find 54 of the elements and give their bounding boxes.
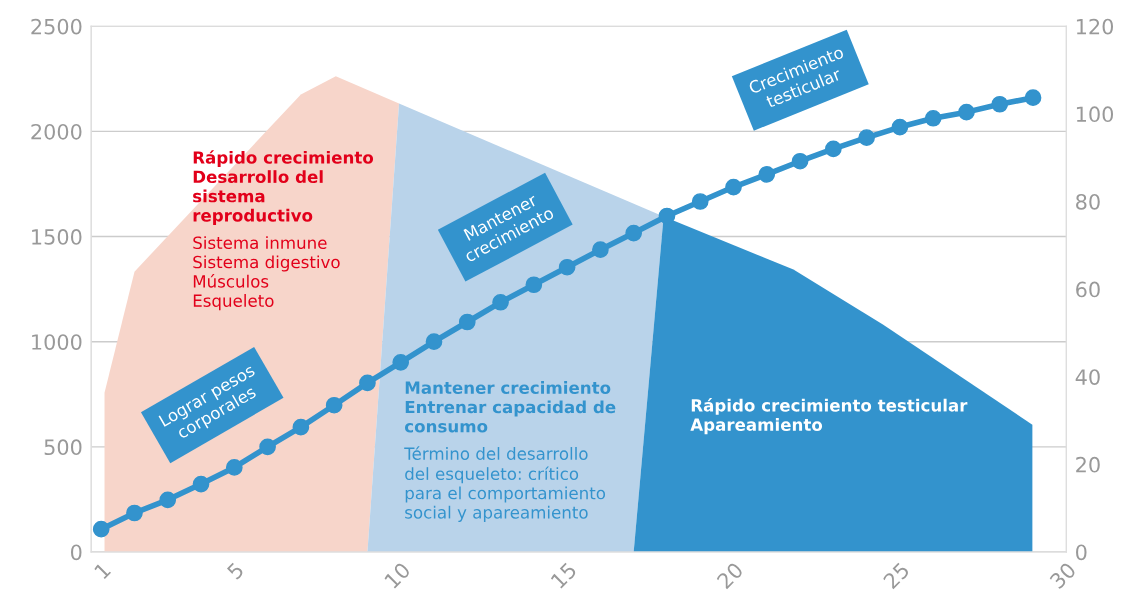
point — [92, 520, 110, 538]
point — [492, 293, 509, 311]
point — [325, 396, 343, 414]
x-tick-label: 25 — [882, 561, 911, 590]
point — [991, 95, 1009, 113]
point — [558, 258, 576, 276]
y-tick-label: 2500 — [31, 18, 82, 35]
y2-tick-label: 40 — [1075, 369, 1100, 385]
point — [958, 103, 975, 121]
y2-tick-label: 60 — [1076, 281, 1100, 298]
annotation: Sistema inmune Sistema digestivo Músculos Esqueleto — [193, 236, 340, 311]
annotation: Mantener crecimiento Entrenar capacidad de consumo — [404, 381, 616, 433]
point — [725, 178, 742, 196]
point — [758, 166, 776, 183]
x-tick-label: 30 — [1048, 561, 1077, 590]
point — [791, 152, 809, 170]
y2-tick-label: 80 — [1076, 193, 1100, 210]
point — [1024, 89, 1042, 107]
y-tick-label: 1000 — [32, 334, 82, 350]
x-tick-label: 5 — [226, 562, 245, 580]
x-tick-label: 10 — [383, 561, 412, 589]
point — [625, 224, 643, 242]
x-tick-label: 15 — [550, 562, 578, 589]
point — [292, 418, 310, 436]
point — [525, 276, 543, 294]
x-tick-label: 20 — [716, 561, 744, 590]
x-tick-label: 1 — [93, 562, 112, 580]
y-tick-label: 0 — [70, 544, 82, 561]
annotation: Rápido crecimiento Desarrollo del sistema reproductivo — [193, 150, 374, 225]
y-tick-label: 500 — [44, 439, 82, 456]
point — [891, 118, 909, 136]
y2-tick-label: 0 — [1076, 544, 1087, 561]
annotation: Término del desarrollo del esqueleto: crítico para el comportamiento social y apareamiento — [404, 446, 606, 522]
point — [225, 459, 243, 476]
point — [259, 438, 276, 456]
point — [691, 193, 709, 210]
y2-tick-label: 100 — [1076, 106, 1114, 123]
point — [359, 374, 376, 392]
point — [924, 109, 942, 127]
y2-tick-label: 20 — [1076, 456, 1100, 473]
y-tick-label: 1500 — [32, 229, 82, 245]
point — [592, 241, 609, 259]
point — [458, 313, 476, 331]
point — [658, 207, 676, 225]
y2-tick-label: 120 — [1076, 18, 1114, 35]
y-tick-label: 2000 — [31, 123, 82, 140]
annotation: Rápido crecimiento testicular Apareamiento — [690, 398, 968, 435]
point — [425, 333, 443, 351]
point — [126, 504, 143, 522]
point — [858, 129, 875, 146]
point — [392, 353, 410, 371]
point — [192, 475, 210, 493]
point — [825, 140, 842, 158]
point — [159, 491, 177, 509]
